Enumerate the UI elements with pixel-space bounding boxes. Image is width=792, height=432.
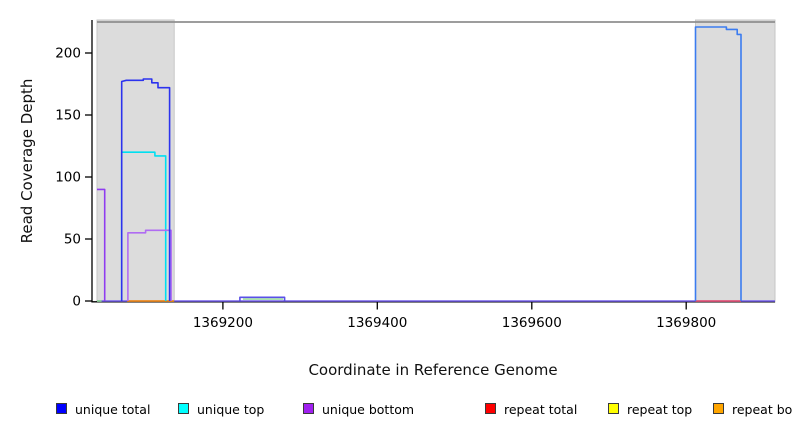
x-tick-label: 1369800 xyxy=(656,315,716,331)
legend-item-unique-total: unique total xyxy=(56,399,151,417)
series-unique-total xyxy=(239,296,286,301)
legend-swatch-unique-total xyxy=(56,403,67,414)
repeat-region-right xyxy=(695,19,776,303)
series-unique-bottom xyxy=(127,229,172,301)
y-tick-label: 200 xyxy=(55,46,81,62)
legend-label: unique top xyxy=(197,402,265,417)
y-axis-title: Read Coverage Depth xyxy=(18,78,36,244)
legend-label: unique total xyxy=(75,402,151,417)
legend-label: repeat top xyxy=(627,402,693,417)
legend-swatch-repeat-total xyxy=(485,403,496,414)
x-tick-label: 1369600 xyxy=(502,315,562,331)
x-tick-label: 1369400 xyxy=(347,315,407,331)
series-unique-total xyxy=(120,78,171,301)
coverage-chart: 0 50 100 150 200 1369200 1369400 1369600 1369800 xyxy=(55,19,776,331)
y-tick-label: 0 xyxy=(72,294,81,310)
x-tick-label: 1369200 xyxy=(193,315,253,331)
legend-label: repeat total xyxy=(504,402,578,417)
legend-item-repeat-top: repeat top xyxy=(608,399,693,417)
legend-label: repeat bottom xyxy=(732,402,792,417)
legend-item-repeat-total: repeat total xyxy=(485,399,578,417)
legend-swatch-unique-top xyxy=(178,403,189,414)
y-tick-label: 150 xyxy=(55,108,81,124)
legend-item-unique-bottom: unique bottom xyxy=(303,399,415,417)
legend-swatch-repeat-top xyxy=(608,403,619,414)
legend-item-unique-top: unique top xyxy=(178,399,265,417)
y-tick-label: 100 xyxy=(55,170,81,186)
y-tick-label: 50 xyxy=(64,232,81,248)
legend-swatch-unique-bottom xyxy=(303,403,314,414)
series-unique-total xyxy=(694,26,742,301)
legend-swatch-repeat-bottom xyxy=(713,403,724,414)
legend-item-repeat-bottom: repeat bottom xyxy=(713,399,792,417)
repeat-region-left xyxy=(96,19,175,303)
x-axis-title: Coordinate in Reference Genome xyxy=(308,361,558,379)
series-unique-bottom xyxy=(97,188,106,301)
legend-label: unique bottom xyxy=(322,402,415,417)
